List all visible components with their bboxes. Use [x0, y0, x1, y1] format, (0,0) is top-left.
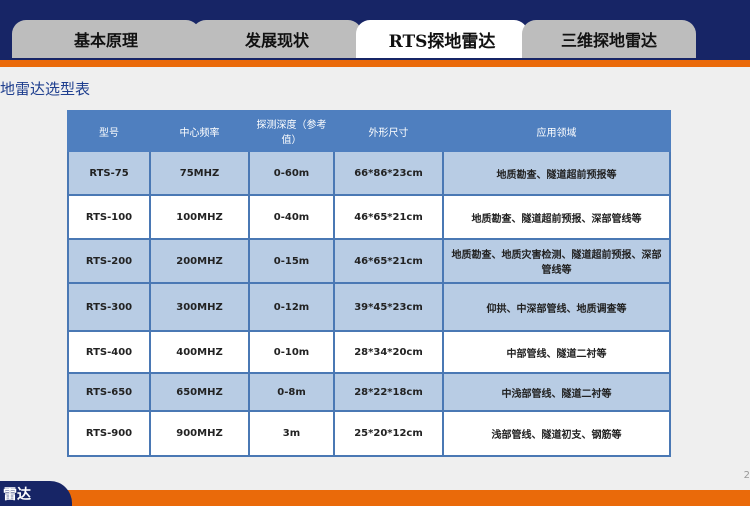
orange-divider — [0, 60, 750, 67]
table-cell: 28*22*18cm — [333, 372, 444, 412]
table-cell: 100MHZ — [149, 194, 250, 240]
tab-3d-gpr[interactable]: 三维探地雷达 — [522, 20, 696, 60]
table-cell: RTS-100 — [67, 194, 151, 240]
tab-rts-gpr[interactable]: RTS探地雷达 — [356, 20, 528, 60]
table-cell: 浅部管线、隧道初支、钢筋等 — [442, 410, 671, 457]
table-cell: 46*65*21cm — [333, 238, 444, 284]
table-cell: 200MHZ — [149, 238, 250, 284]
table-cell: 400MHZ — [149, 330, 250, 374]
table-cell: 0-60m — [248, 150, 335, 196]
header-application: 应用领域 — [442, 110, 671, 152]
table-cell: 46*65*21cm — [333, 194, 444, 240]
table-cell: 地质勘查、隧道超前预报、深部管线等 — [442, 194, 671, 240]
bottom-orange-bar — [0, 490, 750, 506]
table-cell: RTS-75 — [67, 150, 151, 196]
table-cell: 中部管线、隧道二衬等 — [442, 330, 671, 374]
table-cell: 地质勘查、地质灾害检测、隧道超前预报、深部管线等 — [442, 238, 671, 284]
table-cell: 3m — [248, 410, 335, 457]
table-cell: 25*20*12cm — [333, 410, 444, 457]
table-cell: 66*86*23cm — [333, 150, 444, 196]
table-cell: 300MHZ — [149, 282, 250, 332]
table-row: RTS-900 900MHZ 3m 25*20*12cm 浅部管线、隧道初支、钢筋等 — [67, 410, 671, 457]
table-row: RTS-300 300MHZ 0-12m 39*45*23cm 仰拱、中深部管线、地质调… — [67, 282, 671, 332]
table-cell: 地质勘查、隧道超前预报等 — [442, 150, 671, 196]
table-cell: RTS-650 — [67, 372, 151, 412]
table-cell: 650MHZ — [149, 372, 250, 412]
page-number: 2 — [743, 470, 750, 481]
table-cell: RTS-900 — [67, 410, 151, 457]
table-cell: RTS-300 — [67, 282, 151, 332]
header-frequency: 中心频率 — [149, 110, 250, 152]
tab-basic-principle[interactable]: 基本原理 — [12, 20, 200, 60]
table-cell: 0-10m — [248, 330, 335, 374]
table-cell: 0-40m — [248, 194, 335, 240]
table-cell: RTS-400 — [67, 330, 151, 374]
footer-label: 雷达 — [0, 481, 72, 506]
table-row: RTS-75 75MHZ 0-60m 66*86*23cm 地质勘查、隧道超前预报等 — [67, 150, 671, 196]
header-depth: 探测深度（参考值） — [248, 110, 335, 152]
header-size: 外形尺寸 — [333, 110, 444, 152]
section-title: 地雷达选型表 — [0, 80, 91, 98]
table-cell: 仰拱、中深部管线、地质调查等 — [442, 282, 671, 332]
table-row: RTS-100 100MHZ 0-40m 46*65*21cm 地质勘查、隧道超前预报、… — [67, 194, 671, 240]
table-cell: 900MHZ — [149, 410, 250, 457]
header-model: 型号 — [67, 110, 151, 152]
table-row: RTS-400 400MHZ 0-10m 28*34*20cm 中部管线、隧道二衬等 — [67, 330, 671, 374]
table-cell: 0-8m — [248, 372, 335, 412]
table-header-row: 型号 中心频率 探测深度（参考值） 外形尺寸 应用领域 — [67, 110, 671, 152]
table-cell: 75MHZ — [149, 150, 250, 196]
table-cell: 0-12m — [248, 282, 335, 332]
table-cell: 28*34*20cm — [333, 330, 444, 374]
table-cell: 中浅部管线、隧道二衬等 — [442, 372, 671, 412]
tab-development-status[interactable]: 发展现状 — [192, 20, 362, 60]
selection-table: 型号 中心频率 探测深度（参考值） 外形尺寸 应用领域 RTS-75 75MHZ 0… — [67, 110, 671, 457]
table-row: RTS-650 650MHZ 0-8m 28*22*18cm 中浅部管线、隧道二衬等 — [67, 372, 671, 412]
table-cell: RTS-200 — [67, 238, 151, 284]
table-row: RTS-200 200MHZ 0-15m 46*65*21cm 地质勘查、地质灾害检测、… — [67, 238, 671, 284]
table-cell: 39*45*23cm — [333, 282, 444, 332]
table-cell: 0-15m — [248, 238, 335, 284]
